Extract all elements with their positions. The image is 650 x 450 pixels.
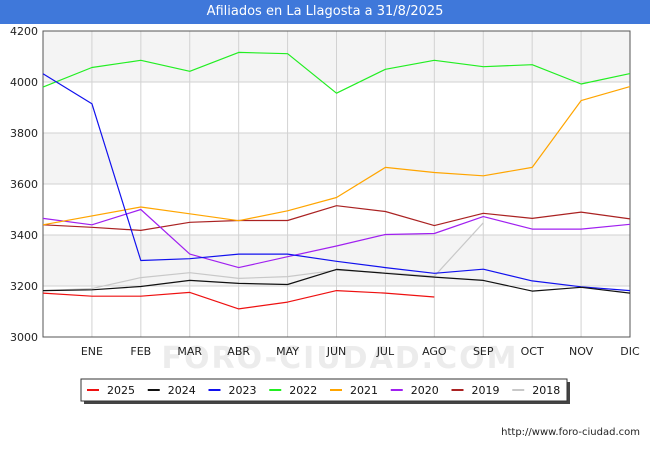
y-tick-label: 3200 [10, 280, 38, 293]
x-tick-label: NOV [569, 345, 594, 358]
x-tick-label: MAR [177, 345, 202, 358]
legend-label-2019: 2019 [472, 384, 500, 397]
x-tick-label: ABR [227, 345, 250, 358]
x-tick-label: DIC [620, 345, 640, 358]
x-tick-label: OCT [521, 345, 544, 358]
footer-url[interactable]: http://www.foro-ciudad.com [501, 427, 640, 438]
title-bar [0, 0, 650, 24]
x-tick-label: ENE [81, 345, 103, 358]
series-line-2019 [42, 205, 631, 231]
y-tick-label: 3000 [10, 331, 38, 344]
series-line-2024 [42, 268, 631, 294]
x-tick-label: FEB [130, 345, 151, 358]
x-tick-label: JUL [376, 345, 395, 358]
chart-title: Afiliados en La Llagosta a 31/8/2025 [206, 4, 444, 19]
x-tick-label: MAY [276, 345, 299, 358]
y-tick-label: 3800 [10, 127, 38, 140]
watermark: FORO-CIUDAD.COM [162, 341, 519, 376]
series-line-2020 [42, 208, 631, 269]
y-tick-label: 4000 [10, 76, 38, 89]
legend-box [80, 378, 568, 402]
plot-frame [42, 30, 631, 338]
legend-label-2018: 2018 [532, 384, 560, 397]
legend-label-2023: 2023 [229, 384, 257, 397]
series-line-2025 [42, 290, 435, 310]
series-line-2021 [42, 86, 631, 226]
y-tick-label: 4200 [10, 25, 38, 38]
legend-label-2024: 2024 [168, 384, 196, 397]
legend-label-2021: 2021 [350, 384, 378, 397]
x-tick-label: SEP [473, 345, 494, 358]
series-line-2022 [42, 51, 631, 94]
legend-label-2020: 2020 [411, 384, 439, 397]
series-line-2018 [42, 222, 484, 292]
x-tick-label: AGO [422, 345, 447, 358]
legend-label-2025: 2025 [107, 384, 135, 397]
y-tick-label: 3400 [10, 229, 38, 242]
series-line-2023 [42, 73, 631, 292]
legend-label-2022: 2022 [289, 384, 317, 397]
y-tick-label: 3600 [10, 178, 38, 191]
x-tick-label: JUN [326, 345, 347, 358]
